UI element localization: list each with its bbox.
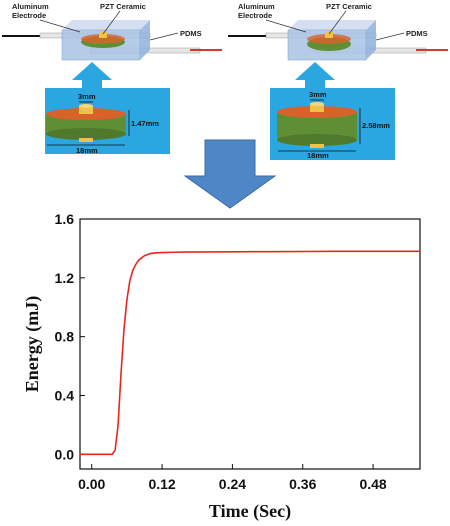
left-disc-pin-top	[79, 106, 93, 114]
right-dim-thickness: 2.58mm	[362, 121, 390, 130]
x-tick-label: 0.48	[359, 476, 386, 492]
x-tick-label: 0.36	[289, 476, 316, 492]
right-up-arrow-icon	[295, 62, 335, 88]
left-dim-diameter: 18mm	[76, 146, 98, 155]
left-pdms-side	[140, 20, 150, 60]
left-device-assembly: Aluminum Electrode PZT Ceramic PDMS	[2, 2, 222, 61]
right-leader-pzt	[328, 10, 347, 35]
left-label-electrode: Electrode	[12, 11, 46, 20]
right-disc-pin-cap	[310, 102, 324, 106]
x-axis-label: Time (Sec)	[209, 501, 291, 522]
left-pzt-top	[81, 34, 125, 44]
y-tick-label: 1.6	[55, 211, 75, 227]
right-pzt-top	[307, 34, 351, 44]
x-tick-label: 0.00	[78, 476, 105, 492]
right-label-aluminum: Aluminum	[238, 2, 275, 11]
right-leader-electrode	[265, 19, 307, 33]
x-tick-label: 0.12	[148, 476, 175, 492]
y-axis-ticks: 0.0 0.4 0.8 1.2 1.6	[55, 211, 85, 462]
y-tick-label: 1.2	[55, 270, 75, 286]
left-label-pdms: PDMS	[180, 29, 202, 38]
left-disc-pin-cap	[79, 104, 93, 108]
y-tick-label: 0.0	[55, 446, 75, 462]
right-label-pdms: PDMS	[406, 29, 428, 38]
right-pdms-side	[366, 20, 376, 60]
left-pdms-top	[62, 20, 150, 30]
left-label-aluminum: Aluminum	[12, 2, 49, 11]
x-tick-label: 0.24	[219, 476, 246, 492]
energy-series-line	[80, 250, 420, 456]
right-pdms-top	[288, 20, 376, 30]
left-label-pzt: PZT Ceramic	[100, 2, 146, 11]
energy-chart: 0.0 0.4 0.8 1.2 1.6 0.00 0.12 0.24 0.36 0.48 Ene…	[22, 211, 421, 522]
right-disc-panel: 3mm 2.58mm 18mm	[270, 88, 395, 160]
left-dim-thickness: 1.47mm	[131, 119, 159, 128]
y-tick-label: 0.8	[55, 329, 75, 345]
plot-frame	[79, 218, 421, 470]
x-axis-ticks: 0.00 0.12 0.24 0.36 0.48	[78, 464, 387, 492]
right-electrode-pin	[325, 31, 333, 38]
y-tick-label: 0.4	[55, 387, 75, 403]
right-leader-pdms	[375, 32, 405, 41]
down-arrow-icon	[183, 139, 277, 209]
right-disc-pin-top	[310, 104, 324, 112]
left-up-arrow-icon	[72, 62, 112, 88]
left-electrode-pin	[99, 31, 107, 38]
left-dim-electrode: 3mm	[78, 92, 96, 101]
right-label-pzt: PZT Ceramic	[326, 2, 372, 11]
left-disc-bottom	[46, 128, 126, 140]
right-disc-pin-bottom	[310, 144, 324, 148]
left-leader-pdms	[149, 32, 179, 41]
right-disc-bottom	[277, 134, 357, 146]
left-disc-panel: 3mm 1.47mm 18mm	[45, 88, 170, 155]
left-leader-electrode	[39, 19, 81, 33]
left-leader-pzt	[102, 10, 121, 35]
left-disc-pin-bottom	[79, 138, 93, 142]
right-dim-diameter: 18mm	[307, 151, 329, 160]
right-label-electrode: Electrode	[238, 11, 272, 20]
right-dim-electrode: 3mm	[309, 90, 327, 99]
y-axis-label: Energy (mJ)	[22, 296, 43, 392]
device-diagram: Aluminum Electrode PZT Ceramic PDMS Alum…	[2, 2, 448, 209]
right-device-assembly: Aluminum Electrode PZT Ceramic PDMS	[228, 2, 448, 61]
